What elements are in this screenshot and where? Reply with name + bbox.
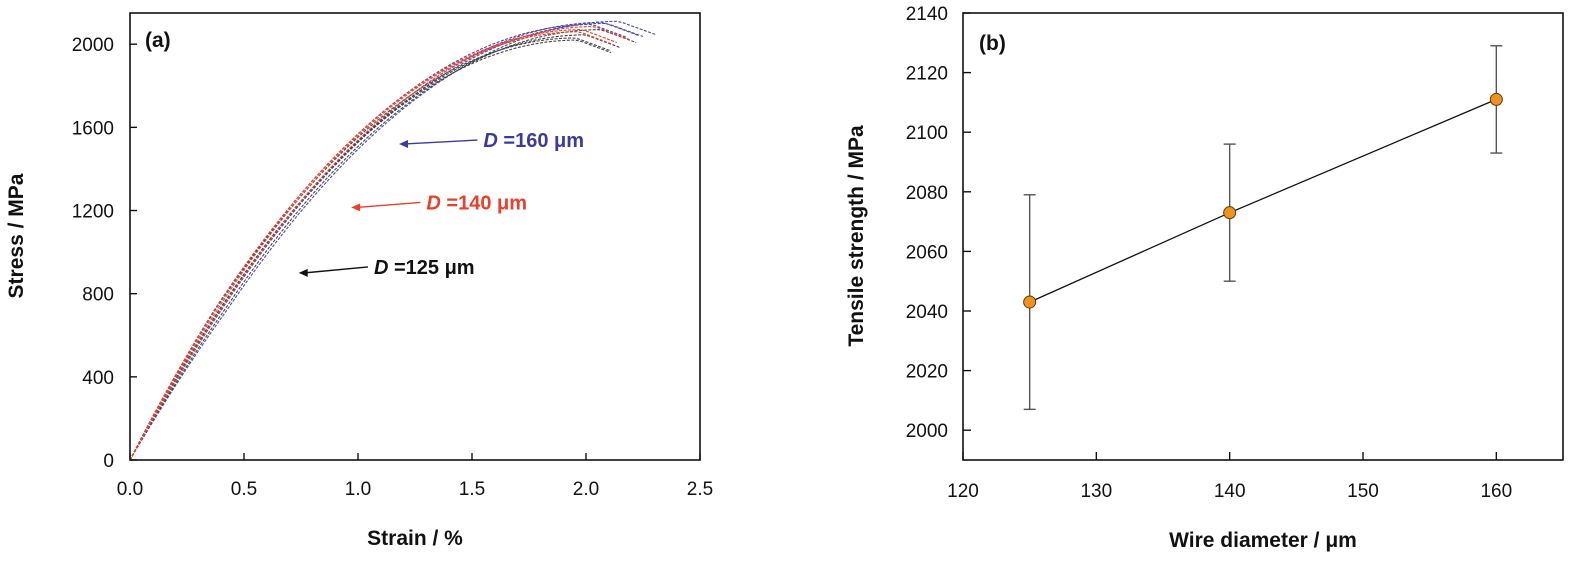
y-tick-label: 400	[82, 368, 114, 389]
stress-strain-curve	[129, 29, 617, 461]
stress-strain-curve	[129, 34, 621, 461]
stress-strain-curve	[129, 31, 614, 461]
panel-label: (a)	[145, 29, 171, 52]
annotation-leader	[304, 266, 369, 274]
x-axis-title: Wire diameter / μm	[1169, 529, 1357, 552]
y-tick-label: 2040	[906, 302, 948, 323]
stress-strain-curve	[129, 21, 639, 461]
annotation-arrowhead	[351, 203, 361, 212]
data-point	[1489, 92, 1503, 106]
stress-strain-chart: 0.0 0.5 1.0 1.5 2.0 2.5 0 400 800 1200 1600 2000 D …	[5, 12, 713, 550]
y-tick-label: 2020	[906, 362, 948, 383]
trend-line	[1029, 98, 1497, 303]
series-annotation: D =140 μm	[426, 192, 527, 214]
series-annotation: D =160 μm	[483, 130, 584, 152]
tensile-strength-chart: 120 130 140 150 160 2000 2020 2040 2060 2080 2100 2…	[845, 4, 1564, 552]
y-tick-label: 2060	[906, 242, 948, 263]
x-tick-label: 2.5	[687, 479, 713, 500]
series-annotation: D =125 μm	[374, 257, 475, 279]
y-tick-label: 2000	[72, 35, 114, 56]
x-tick-label: 1.5	[459, 479, 485, 500]
y-tick-label: 2140	[906, 4, 948, 25]
y-tick-label: 800	[82, 285, 114, 306]
y-tick-label: 2000	[906, 421, 948, 442]
stress-strain-curve	[129, 37, 611, 461]
y-tick-label: 1600	[72, 118, 114, 139]
stress-strain-curve	[129, 25, 630, 461]
x-tick-label: 140	[1214, 481, 1246, 502]
y-tick-label: 2120	[906, 64, 948, 85]
stress-strain-curve	[129, 20, 656, 461]
y-tick-label: 2100	[906, 123, 948, 144]
x-tick-label: 0.0	[117, 479, 143, 500]
stress-strain-curve	[129, 29, 637, 461]
data-point	[1223, 206, 1237, 220]
annotation-leader	[357, 201, 421, 209]
x-tick-label: 130	[1080, 481, 1112, 502]
x-tick-label: 150	[1347, 481, 1379, 502]
plot-frame	[962, 12, 1564, 461]
x-tick-label: 160	[1480, 481, 1512, 502]
y-axis-title: Stress / MPa	[5, 173, 28, 298]
annotation-leader	[405, 139, 478, 145]
x-tick-label: 0.5	[231, 479, 257, 500]
stress-strain-curve	[129, 22, 644, 461]
stress-strain-curve	[129, 39, 612, 461]
y-tick-label: 2080	[906, 183, 948, 204]
y-tick-label: 0	[103, 451, 114, 472]
x-tick-label: 2.0	[573, 479, 599, 500]
data-point	[1023, 295, 1037, 309]
stress-strain-curve	[129, 23, 628, 461]
x-tick-label: 120	[947, 481, 979, 502]
y-tick-label: 1200	[72, 202, 114, 223]
y-axis-title: Tensile strength / MPa	[845, 125, 868, 347]
x-axis-title: Strain / %	[367, 527, 463, 550]
x-tick-label: 1.0	[345, 479, 371, 500]
annotation-arrowhead	[298, 268, 308, 277]
annotation-arrowhead	[399, 139, 409, 148]
plot-frame	[129, 12, 701, 461]
panel-label: (b)	[979, 32, 1006, 55]
